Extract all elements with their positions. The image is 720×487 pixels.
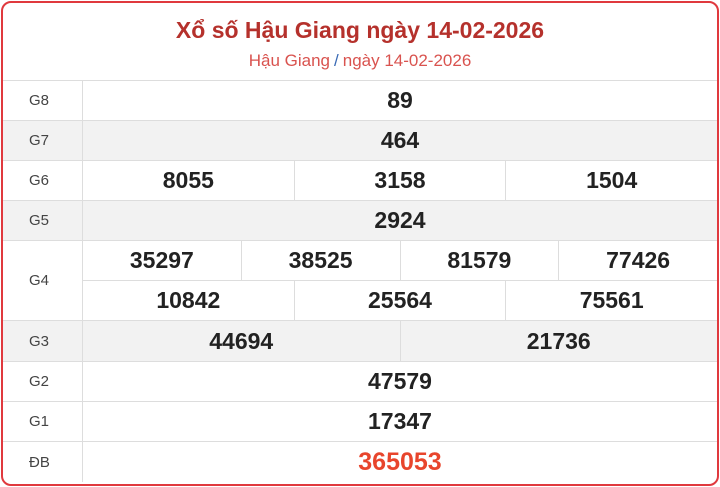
prize-line: 10842 25564 75561 — [83, 280, 717, 320]
prize-line: 89 — [83, 81, 717, 120]
prize-number: 1504 — [505, 161, 717, 200]
prize-number: 44694 — [209, 327, 274, 354]
prize-line: 47579 — [83, 362, 717, 401]
prize-row-g2: G2 47579 — [3, 362, 717, 402]
prize-number: 2924 — [374, 207, 426, 233]
prize-number: 17347 — [368, 408, 432, 434]
prize-line: 8055 3158 1504 — [83, 161, 717, 200]
prize-row-g1: G1 17347 — [3, 402, 717, 442]
breadcrumb-province-link[interactable]: Hậu Giang — [248, 51, 330, 70]
prize-number: 8055 — [162, 167, 214, 193]
prize-line: 44694 21736 — [83, 321, 717, 361]
prize-label: G1 — [3, 402, 83, 441]
prize-values: 47579 — [83, 362, 717, 401]
breadcrumb: Hậu Giang / ngày 14-02-2026 — [3, 51, 717, 71]
prize-line: 17347 — [83, 402, 717, 441]
prize-values: 365053 — [83, 442, 717, 482]
special-prize-number: 365053 — [358, 447, 442, 476]
prize-label: G3 — [3, 321, 83, 361]
prize-label: G2 — [3, 362, 83, 401]
prize-number: 10842 — [156, 287, 221, 313]
prize-values: 8055 3158 1504 — [83, 161, 717, 200]
prize-row-g7: G7 464 — [3, 121, 717, 161]
prize-values: 464 — [83, 121, 717, 160]
prize-row-g6: G6 8055 3158 1504 — [3, 161, 717, 201]
prize-number: 25564 — [293, 281, 506, 320]
prize-values: 35297 38525 81579 77426 10842 25564 75561 — [83, 241, 717, 320]
prize-row-đb: ĐB 365053 — [3, 442, 717, 482]
prize-values: 89 — [83, 81, 717, 120]
prize-line: 365053 — [83, 442, 717, 482]
breadcrumb-date-link[interactable]: ngày 14-02-2026 — [342, 51, 472, 70]
prize-number: 35297 — [129, 247, 194, 273]
prize-number: 47579 — [368, 368, 432, 394]
prize-line: 464 — [83, 121, 717, 160]
prize-number: 81579 — [399, 241, 559, 280]
prize-label: G7 — [3, 121, 83, 160]
prize-label: G8 — [3, 81, 83, 120]
prize-label: G5 — [3, 201, 83, 240]
page-title: Xổ số Hậu Giang ngày 14-02-2026 — [175, 17, 545, 43]
prize-values: 17347 — [83, 402, 717, 441]
prize-number: 89 — [387, 87, 413, 113]
prize-number: 3158 — [293, 161, 506, 200]
prize-row-g3: G3 44694 21736 — [3, 321, 717, 362]
prize-number: 75561 — [505, 281, 717, 320]
prize-row-g5: G5 2924 — [3, 201, 717, 241]
prize-number: 77426 — [558, 241, 717, 280]
prize-row-g8: G8 89 — [3, 81, 717, 121]
prize-number: 21736 — [399, 321, 718, 361]
prize-line: 2924 — [83, 201, 717, 240]
prize-label: G6 — [3, 161, 83, 200]
prize-row-g4: G4 35297 38525 81579 77426 10842 25564 75561 — [3, 241, 717, 321]
header: Xổ số Hậu Giang ngày 14-02-2026 Hậu Gian… — [3, 3, 717, 81]
prize-values: 44694 21736 — [83, 321, 717, 361]
prize-label: G4 — [3, 241, 83, 320]
prize-number: 464 — [380, 127, 420, 153]
prize-number: 38525 — [240, 241, 400, 280]
prize-line: 35297 38525 81579 77426 — [83, 241, 717, 280]
results-table: G8 89 G7 464 G6 8055 3158 1504 G5 2924 G4 35297 3852… — [3, 81, 717, 482]
prize-values: 2924 — [83, 201, 717, 240]
prize-label: ĐB — [3, 442, 83, 482]
breadcrumb-separator: / — [334, 51, 339, 70]
